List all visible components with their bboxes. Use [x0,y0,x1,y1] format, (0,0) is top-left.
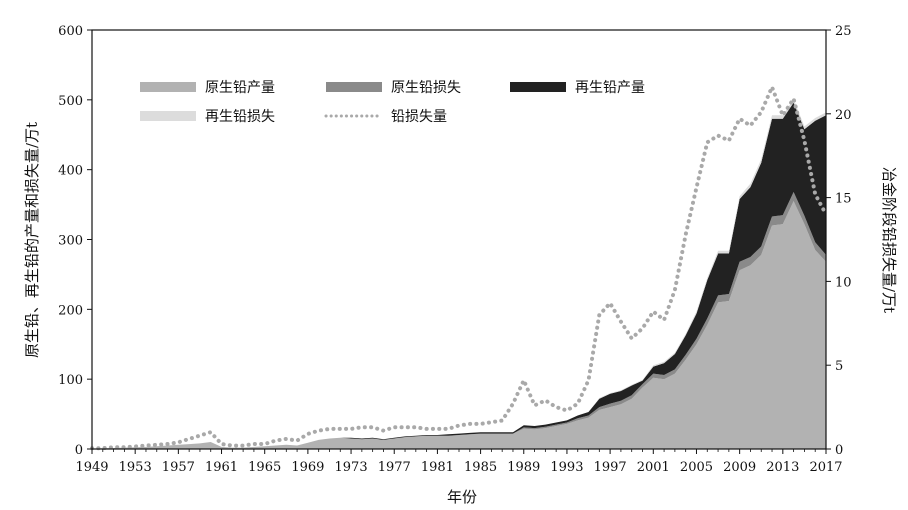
legend-label: 铅损失量 [391,109,447,125]
y-right-tick-label: 0 [835,443,843,458]
x-tick-label: 1977 [378,460,411,475]
x-tick-label: 1949 [75,460,108,475]
x-tick-label: 1997 [594,460,627,475]
y-axis-left: 0 100 200 300 400 500 600 [58,24,92,458]
legend-swatch [510,82,566,92]
x-tick-label: 1985 [464,460,497,475]
y-right-tick-label: 5 [835,359,843,374]
x-tick-label: 1969 [291,460,324,475]
y-left-tick-label: 100 [58,373,83,388]
y-left-tick-label: 0 [75,443,83,458]
y-left-tick-label: 300 [58,234,83,249]
x-tick-label: 1953 [119,460,152,475]
y-right-tick-label: 10 [835,275,852,290]
x-tick-label: 1989 [507,460,540,475]
y-right-tick-label: 15 [835,192,852,207]
legend-label: 原生铅产量 [205,80,275,96]
legend-label: 再生铅损失 [205,109,275,125]
legend-swatch [140,111,196,121]
x-tick-label: 1957 [162,460,195,475]
y-axis-left-title: 原生铅、再生铅的产量和损失量/万t [23,122,41,358]
x-tick-label: 2005 [680,460,713,475]
loss-line-series [90,81,828,451]
y-left-tick-label: 400 [58,164,83,179]
x-tick-label: 1981 [421,460,454,475]
y-left-tick-label: 500 [58,94,83,109]
line-layer [90,81,828,451]
x-tick-label: 1965 [248,460,281,475]
x-tick-label: 2017 [809,460,842,475]
x-tick-label: 1961 [205,460,238,475]
legend-swatch [140,82,196,92]
area-series-1 [92,192,826,449]
x-axis-title: 年份 [447,488,477,506]
area-series-0 [92,201,826,449]
y-right-tick-label: 25 [835,24,852,39]
x-tick-label: 2001 [637,460,670,475]
x-tick-label: 1993 [550,460,583,475]
area-layers [92,99,826,449]
y-axis-right-title: 冶金阶段铅损失量/万t [880,167,898,313]
x-tick-label: 2009 [723,460,756,475]
legend-label: 原生铅损失 [391,80,461,96]
legend-swatch [326,82,382,92]
y-left-tick-label: 200 [58,303,83,318]
y-axis-right: 0 5 10 15 20 25 [826,24,852,458]
legend-label: 再生铅产量 [575,80,645,96]
x-axis: 1949 1953 1957 1961 1965 1969 1973 1977 1981 1985… [75,449,843,475]
y-right-tick-label: 20 [835,108,852,123]
y-left-tick-label: 600 [58,24,83,39]
x-tick-label: 1973 [335,460,368,475]
x-tick-label: 2013 [766,460,799,475]
